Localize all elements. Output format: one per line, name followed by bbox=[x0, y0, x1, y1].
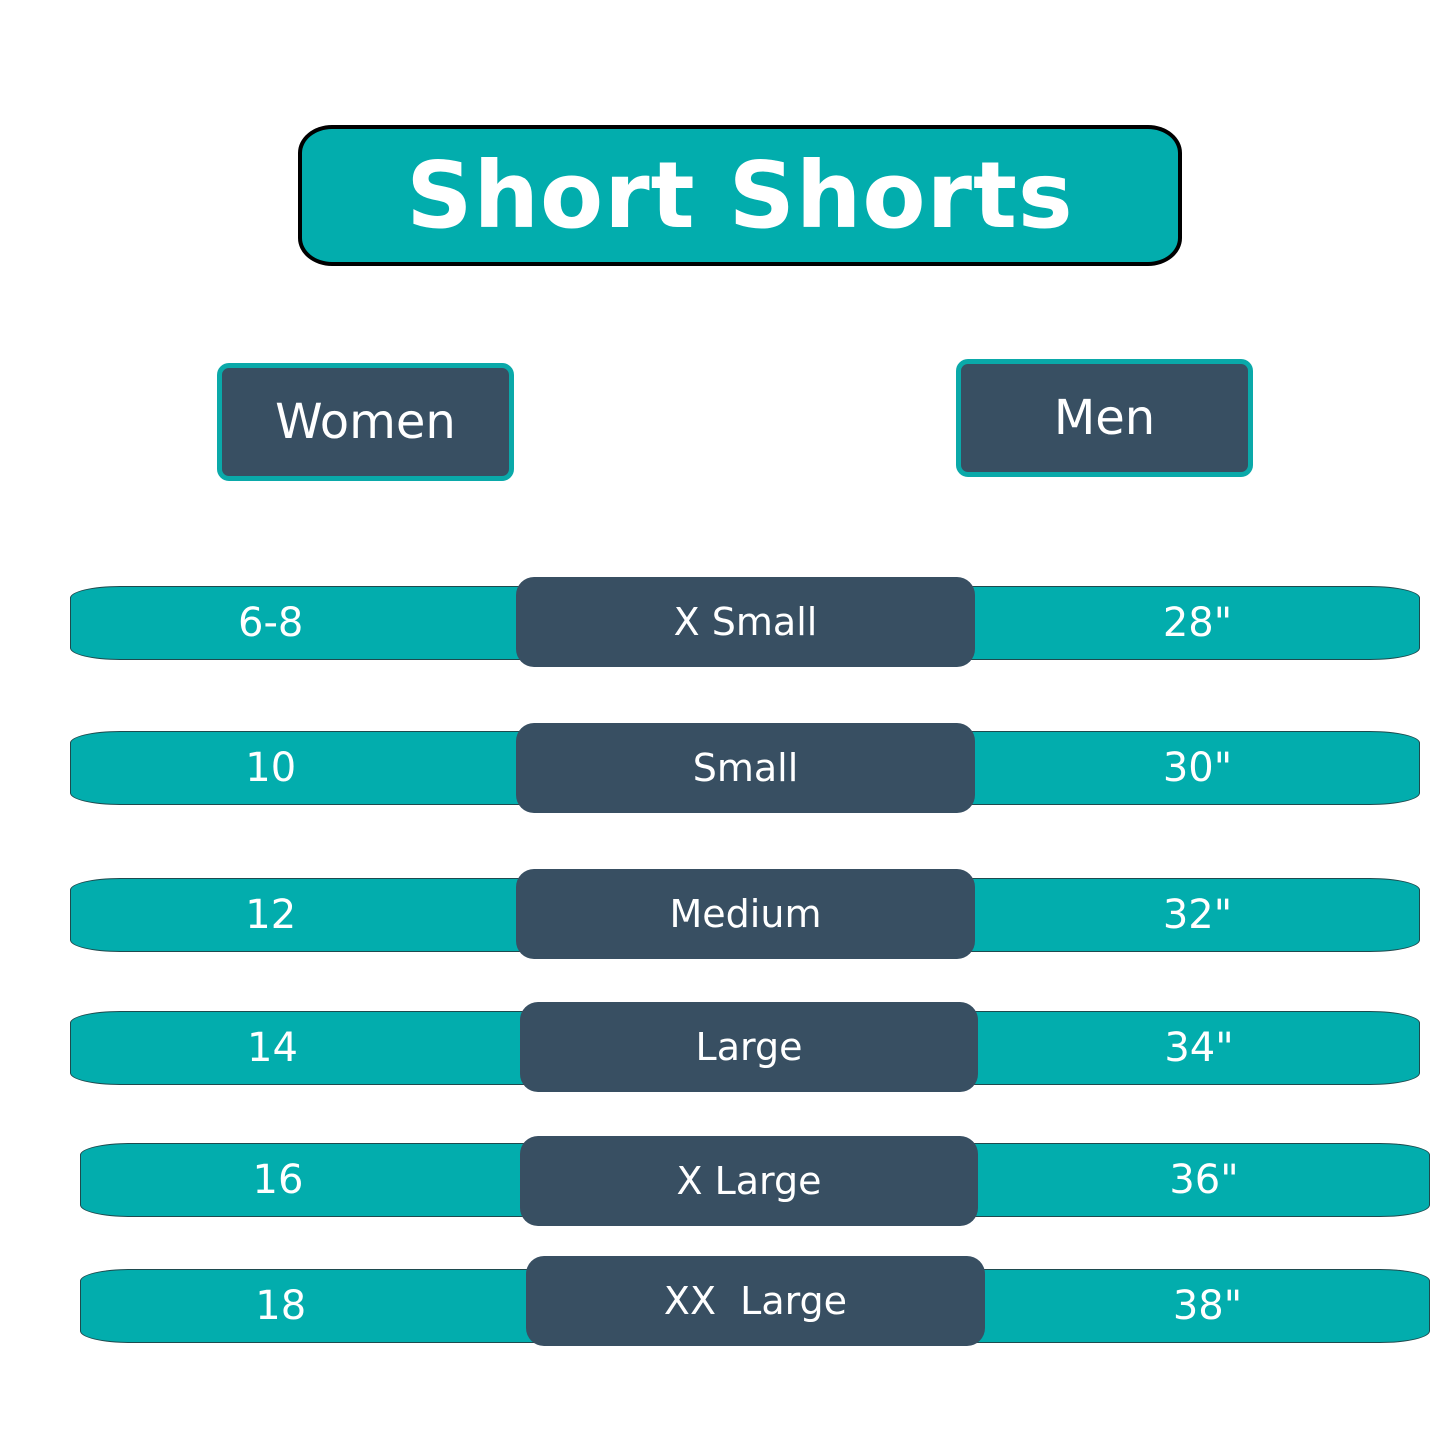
men-size-cell: 38" bbox=[965, 1269, 1430, 1343]
men-header: Men bbox=[956, 359, 1253, 477]
size-label-cell: X Large bbox=[520, 1136, 978, 1226]
men-size-cell: 32" bbox=[955, 878, 1420, 952]
size-label-cell: XX Large bbox=[526, 1256, 985, 1346]
men-size-cell: 30" bbox=[955, 731, 1420, 805]
size-label-cell: Medium bbox=[516, 869, 975, 959]
women-size-cell: 10 bbox=[70, 731, 536, 805]
men-size-cell: 34" bbox=[958, 1011, 1420, 1085]
women-header: Women bbox=[217, 363, 514, 481]
size-label-cell: X Small bbox=[516, 577, 975, 667]
women-size-cell: 14 bbox=[70, 1011, 540, 1085]
women-size-cell: 16 bbox=[80, 1143, 540, 1217]
size-label-cell: Small bbox=[516, 723, 975, 813]
women-size-cell: 12 bbox=[70, 878, 536, 952]
men-size-cell: 28" bbox=[955, 586, 1420, 660]
men-size-cell: 36" bbox=[958, 1143, 1430, 1217]
women-size-cell: 18 bbox=[80, 1269, 546, 1343]
chart-title: Short Shorts bbox=[298, 125, 1182, 266]
size-label-cell: Large bbox=[520, 1002, 978, 1092]
women-size-cell: 6-8 bbox=[70, 586, 536, 660]
